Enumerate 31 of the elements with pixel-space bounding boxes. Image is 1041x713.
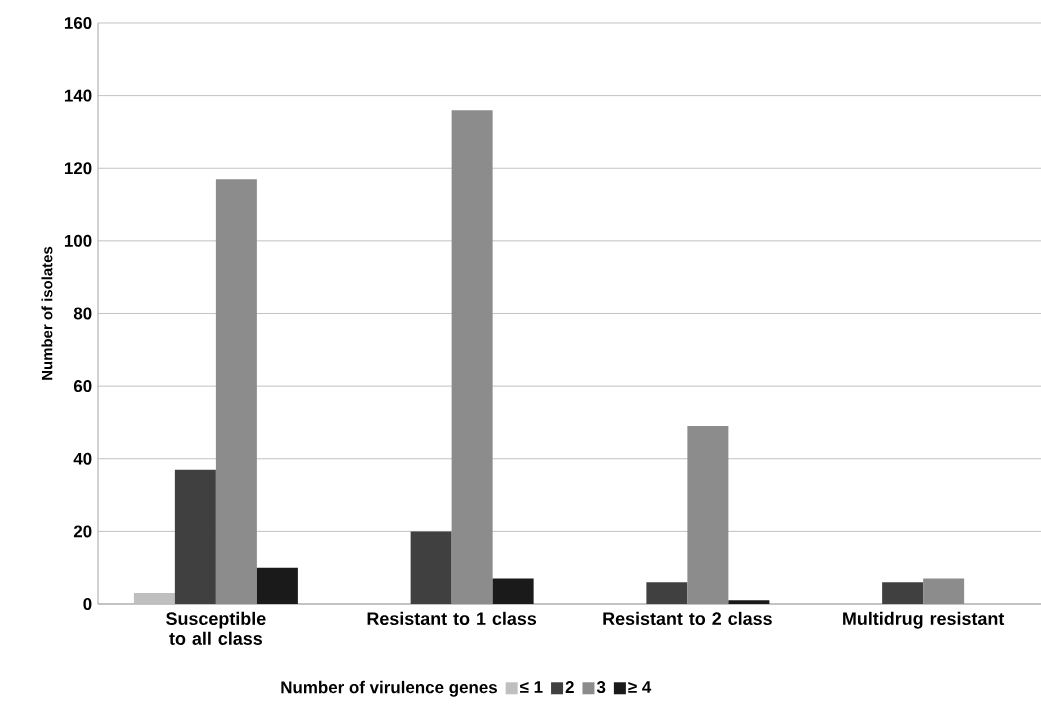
bar (882, 582, 924, 604)
x-tick-label: Resistant to 2 class (603, 611, 772, 626)
legend-label: ≤ 1 (520, 681, 543, 693)
y-tick-label: 120 (64, 162, 92, 175)
bar (492, 578, 534, 604)
x-tick-label: Susceptible to all class (166, 611, 266, 645)
legend-title: Number of virulence genes (281, 680, 497, 697)
x-tick-label: Multidrug resistant (843, 611, 1005, 629)
y-tick-label: 0 (83, 598, 92, 610)
legend-label: 3 (596, 681, 606, 694)
bar (174, 469, 216, 604)
legend-label: ≥ 4 (628, 681, 652, 693)
bar (410, 531, 452, 604)
bar (923, 578, 965, 604)
bar (256, 567, 298, 604)
y-tick-label: 60 (73, 380, 92, 393)
legend-label: 2 (565, 681, 574, 693)
y-tick-label: 100 (64, 234, 92, 247)
bar (133, 593, 175, 604)
y-tick-label: 40 (73, 452, 92, 465)
x-tick-label: Resistant to 1 class (367, 611, 537, 626)
bar (215, 179, 257, 604)
y-axis-title: Number of isolates (41, 246, 53, 380)
bar (728, 600, 770, 604)
bar (646, 582, 688, 604)
y-tick-label: 80 (73, 307, 92, 320)
bar (451, 110, 493, 604)
y-tick-label: 140 (64, 89, 92, 102)
y-tick-label: 20 (73, 525, 92, 538)
bar (687, 426, 729, 604)
y-tick-label: 160 (64, 16, 92, 29)
